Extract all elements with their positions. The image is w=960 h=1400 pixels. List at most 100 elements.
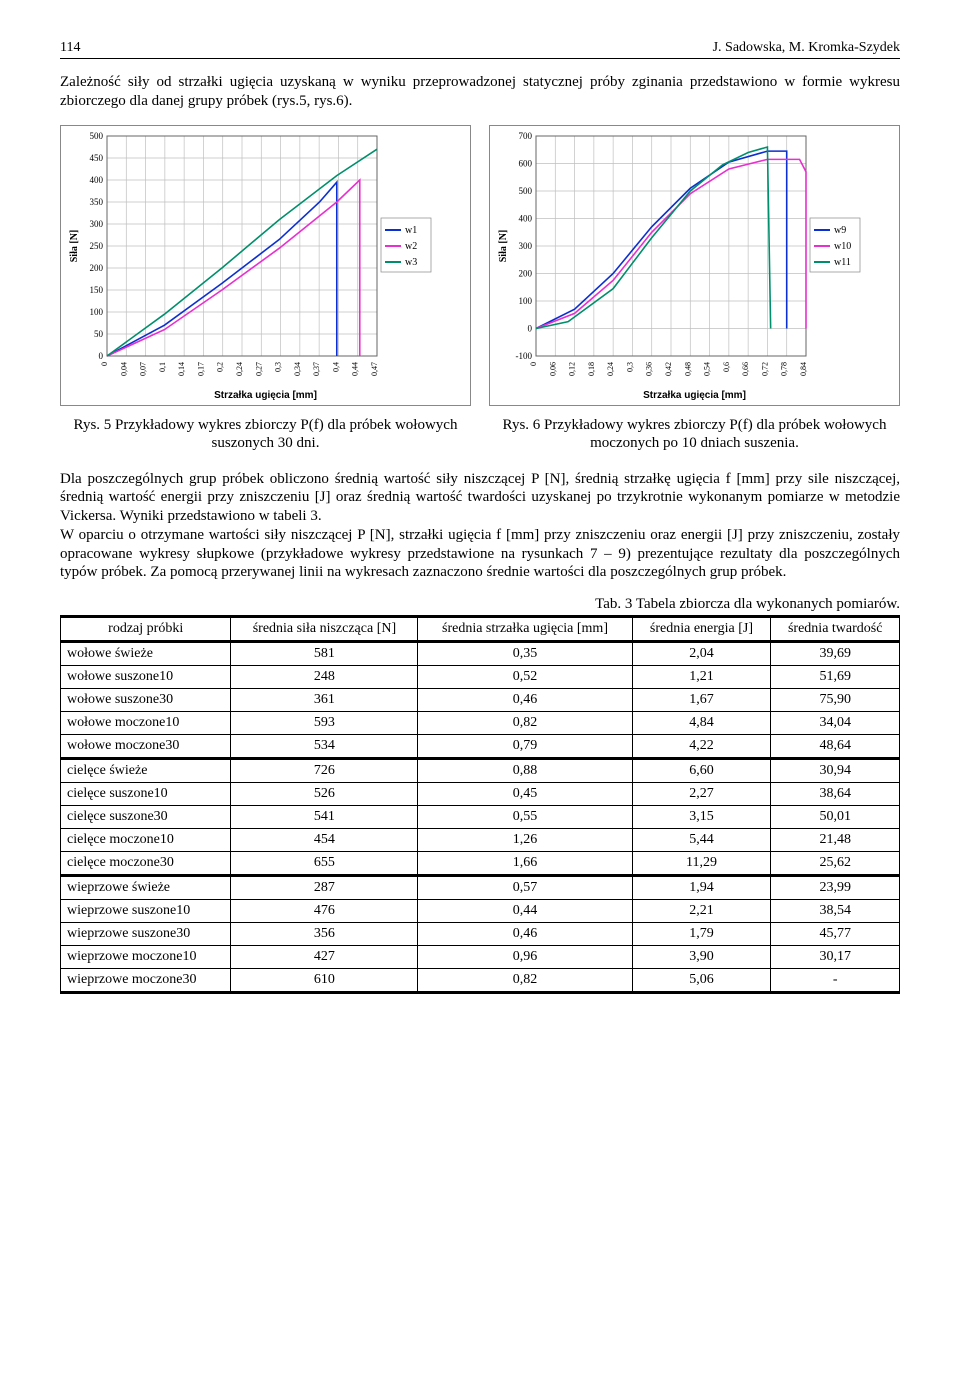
table-cell: 23,99 bbox=[771, 876, 900, 900]
fig5-caption: Rys. 5 Przykładowy wykres zbiorczy P(f) … bbox=[60, 416, 471, 452]
table-cell: wieprzowe świeże bbox=[61, 876, 231, 900]
table-cell: 655 bbox=[231, 852, 418, 876]
table-cell: 21,48 bbox=[771, 829, 900, 852]
svg-text:50: 50 bbox=[94, 329, 104, 339]
table-cell: 541 bbox=[231, 806, 418, 829]
svg-text:100: 100 bbox=[519, 296, 533, 306]
chart-right-svg: -100010020030040050060070000,060,120,180… bbox=[494, 130, 864, 390]
table-cell: 248 bbox=[231, 666, 418, 689]
svg-text:0,06: 0,06 bbox=[548, 362, 557, 376]
svg-text:0,72: 0,72 bbox=[760, 362, 769, 376]
table-cell: 0,46 bbox=[418, 689, 632, 712]
table-row: cielęce suszone105260,452,2738,64 bbox=[61, 783, 900, 806]
table-row: wołowe suszone102480,521,2151,69 bbox=[61, 666, 900, 689]
svg-text:Siła [N]: Siła [N] bbox=[69, 229, 80, 262]
svg-text:0,24: 0,24 bbox=[606, 362, 615, 376]
svg-text:0,2: 0,2 bbox=[216, 362, 225, 372]
svg-text:0,44: 0,44 bbox=[351, 362, 360, 376]
svg-text:0,47: 0,47 bbox=[370, 362, 379, 376]
chart-right: -100010020030040050060070000,060,120,180… bbox=[489, 125, 900, 406]
table-cell: 534 bbox=[231, 735, 418, 759]
table-cell: 2,04 bbox=[632, 642, 771, 666]
table-cell: 454 bbox=[231, 829, 418, 852]
svg-text:0,84: 0,84 bbox=[799, 362, 808, 376]
table-row: wieprzowe świeże2870,571,9423,99 bbox=[61, 876, 900, 900]
table-header: średnia twardość bbox=[771, 617, 900, 642]
table-cell: 356 bbox=[231, 923, 418, 946]
table-cell: 2,21 bbox=[632, 900, 771, 923]
table-cell: 0,45 bbox=[418, 783, 632, 806]
table-header: rodzaj próbki bbox=[61, 617, 231, 642]
table-cell: 4,84 bbox=[632, 712, 771, 735]
svg-text:0,3: 0,3 bbox=[274, 362, 283, 372]
table-cell: wołowe suszone30 bbox=[61, 689, 231, 712]
table-cell: 30,94 bbox=[771, 759, 900, 783]
table-cell: 0,55 bbox=[418, 806, 632, 829]
table-cell: 38,54 bbox=[771, 900, 900, 923]
svg-text:150: 150 bbox=[90, 285, 104, 295]
table-cell: 3,15 bbox=[632, 806, 771, 829]
table-cell: 593 bbox=[231, 712, 418, 735]
table-cell: 30,17 bbox=[771, 946, 900, 969]
svg-text:0,6: 0,6 bbox=[722, 362, 731, 372]
table-cell: 0,79 bbox=[418, 735, 632, 759]
svg-text:Siła [N]: Siła [N] bbox=[498, 229, 509, 262]
table-cell: 51,69 bbox=[771, 666, 900, 689]
table-cell: 75,90 bbox=[771, 689, 900, 712]
svg-text:0,3: 0,3 bbox=[625, 362, 634, 372]
chart-left-xlabel: Strzałka ugięcia [mm] bbox=[65, 390, 466, 401]
table-row: wołowe świeże5810,352,0439,69 bbox=[61, 642, 900, 666]
svg-text:w10: w10 bbox=[834, 241, 851, 252]
table-row: wołowe moczone305340,794,2248,64 bbox=[61, 735, 900, 759]
svg-text:200: 200 bbox=[90, 263, 104, 273]
table-cell: 50,01 bbox=[771, 806, 900, 829]
page-number: 114 bbox=[60, 40, 80, 56]
table-cell: 0,82 bbox=[418, 712, 632, 735]
svg-text:0: 0 bbox=[99, 351, 104, 361]
table-cell: wieprzowe moczone10 bbox=[61, 946, 231, 969]
svg-text:300: 300 bbox=[90, 219, 104, 229]
svg-text:350: 350 bbox=[90, 197, 104, 207]
table-cell: 1,21 bbox=[632, 666, 771, 689]
svg-text:0: 0 bbox=[529, 362, 538, 366]
svg-text:w9: w9 bbox=[834, 225, 846, 236]
svg-text:0,42: 0,42 bbox=[664, 362, 673, 376]
table-cell: 0,82 bbox=[418, 969, 632, 993]
svg-text:0,48: 0,48 bbox=[683, 362, 692, 376]
table-cell: 0,46 bbox=[418, 923, 632, 946]
table-row: wołowe moczone105930,824,8434,04 bbox=[61, 712, 900, 735]
table-cell: wieprzowe suszone30 bbox=[61, 923, 231, 946]
table-cell: wieprzowe moczone30 bbox=[61, 969, 231, 993]
table-cell: 2,27 bbox=[632, 783, 771, 806]
svg-text:0,37: 0,37 bbox=[312, 362, 321, 376]
svg-text:0,4: 0,4 bbox=[331, 362, 340, 372]
chart-left: 05010015020025030035040045050000,040,070… bbox=[60, 125, 471, 406]
svg-text:500: 500 bbox=[90, 131, 104, 141]
table-cell: 726 bbox=[231, 759, 418, 783]
svg-text:100: 100 bbox=[90, 307, 104, 317]
table-cell: cielęce świeże bbox=[61, 759, 231, 783]
table-row: cielęce świeże7260,886,6030,94 bbox=[61, 759, 900, 783]
table-cell: wołowe suszone10 bbox=[61, 666, 231, 689]
table-cell: 476 bbox=[231, 900, 418, 923]
table-cell: 25,62 bbox=[771, 852, 900, 876]
table-title: Tab. 3 Tabela zbiorcza dla wykonanych po… bbox=[60, 596, 900, 613]
table-cell: 6,60 bbox=[632, 759, 771, 783]
svg-text:w11: w11 bbox=[834, 257, 851, 268]
page-authors: J. Sadowska, M. Kromka-Szydek bbox=[713, 40, 900, 56]
table-cell: 1,66 bbox=[418, 852, 632, 876]
results-table: rodzaj próbkiśrednia siła niszcząca [N] ś… bbox=[60, 615, 900, 994]
table-cell: 0,57 bbox=[418, 876, 632, 900]
svg-text:0,1: 0,1 bbox=[158, 362, 167, 372]
table-row: cielęce moczone104541,265,4421,48 bbox=[61, 829, 900, 852]
table-cell: 11,29 bbox=[632, 852, 771, 876]
table-cell: 0,35 bbox=[418, 642, 632, 666]
svg-text:0,04: 0,04 bbox=[119, 362, 128, 376]
table-row: wieprzowe suszone303560,461,7945,77 bbox=[61, 923, 900, 946]
table-row: cielęce moczone306551,6611,2925,62 bbox=[61, 852, 900, 876]
svg-text:0,27: 0,27 bbox=[254, 362, 263, 376]
table-cell: 0,88 bbox=[418, 759, 632, 783]
table-cell: - bbox=[771, 969, 900, 993]
table-row: cielęce suszone305410,553,1550,01 bbox=[61, 806, 900, 829]
table-header: średnia siła niszcząca [N] bbox=[231, 617, 418, 642]
